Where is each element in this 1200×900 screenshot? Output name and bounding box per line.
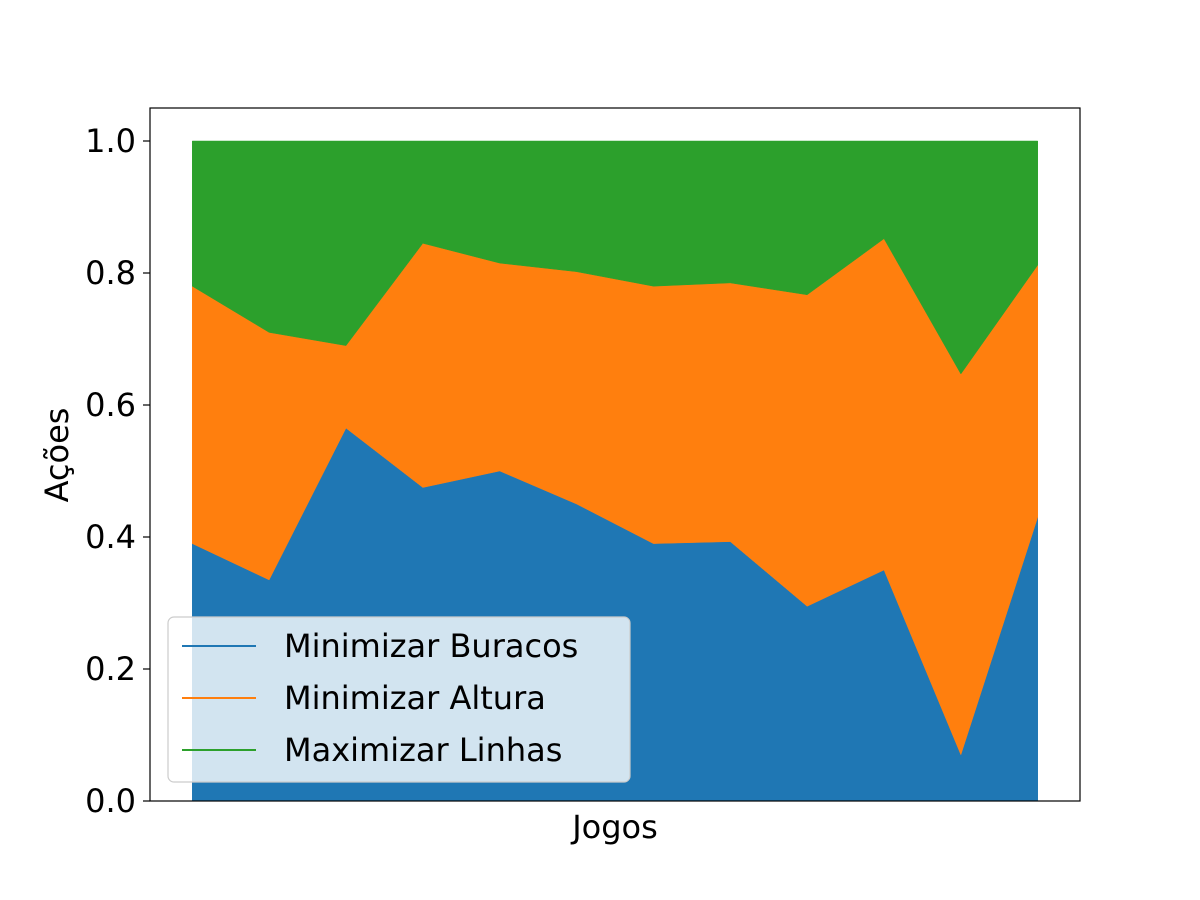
y-tick-label: 1.0: [85, 122, 136, 160]
y-tick-label: 0.4: [85, 518, 136, 556]
legend-label: Minimizar Altura: [284, 679, 546, 717]
y-tick-label: 0.8: [85, 254, 136, 292]
area-series-3: [192, 140, 1038, 375]
x-axis-label: Jogos: [570, 808, 658, 846]
y-tick-label: 0.2: [85, 650, 136, 688]
plot-frame: [149, 107, 1081, 802]
legend-label: Maximizar Linhas: [284, 731, 562, 769]
legend: Minimizar Buracos Minimizar Altura Maximiz…: [167, 616, 631, 783]
legend-box: [167, 616, 631, 783]
y-tick-label: 0.6: [85, 386, 136, 424]
y-axis-label: Ações: [38, 408, 76, 503]
y-axis-ticks: 0.0 0.2 0.4 0.6 0.8 1.0: [85, 122, 150, 820]
legend-label: Minimizar Buracos: [284, 627, 578, 665]
y-tick-label: 0.0: [85, 782, 136, 820]
